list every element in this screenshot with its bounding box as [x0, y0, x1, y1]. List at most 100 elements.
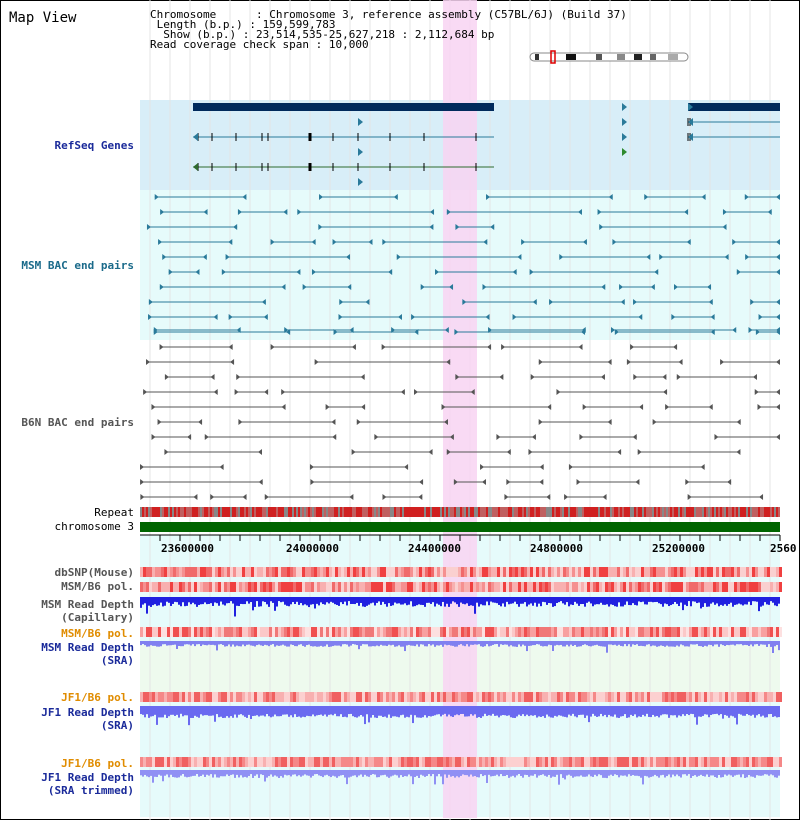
polymorphism-cell [626, 757, 629, 767]
read-depth-bar [206, 706, 208, 716]
read-depth-bar [716, 770, 718, 778]
read-depth-bar [414, 706, 416, 716]
polymorphism-cell [740, 757, 743, 767]
read-depth-bar [462, 597, 464, 604]
polymorphism-cell [443, 582, 446, 592]
repeat-segment [196, 507, 198, 517]
read-depth-bar [230, 770, 232, 775]
bac-end-marker [678, 359, 683, 365]
read-depth-bar [192, 706, 194, 718]
polymorphism-cell [689, 582, 692, 592]
polymorphism-cell [737, 627, 740, 637]
bac-end-marker [633, 374, 638, 380]
polymorphism-cell [467, 627, 470, 637]
polymorphism-cell [431, 567, 434, 577]
read-depth-bar [748, 597, 750, 602]
polymorphism-cell [335, 567, 338, 577]
polymorphism-cell [275, 692, 278, 702]
track-label-refseq-genes[interactable]: RefSeq Genes [54, 139, 134, 152]
read-depth-bar [330, 770, 332, 778]
read-depth-bar [254, 597, 256, 607]
read-depth-bar [244, 706, 246, 717]
polymorphism-cell [680, 627, 683, 637]
polymorphism-cell [581, 692, 584, 702]
polymorphism-cell [416, 567, 419, 577]
polymorphism-cell [413, 627, 416, 637]
polymorphism-cell [362, 567, 365, 577]
read-depth-bar [274, 597, 276, 611]
polymorphism-cell [539, 567, 542, 577]
read-depth-bar [204, 641, 206, 646]
polymorphism-cell [260, 627, 263, 637]
read-depth-bar [516, 641, 518, 647]
read-depth-bar [270, 641, 272, 645]
read-depth-bar [248, 597, 250, 604]
read-depth-bar [758, 641, 760, 646]
bac-end-marker [446, 359, 451, 365]
repeat-segment [738, 507, 740, 517]
polymorphism-cell [158, 582, 161, 592]
track-label-b6n-bac[interactable]: B6N BAC end pairs [21, 416, 134, 429]
polymorphism-cell [728, 627, 731, 637]
read-depth-bar [190, 770, 192, 777]
track-label-msm-bac[interactable]: MSM BAC end pairs [21, 259, 134, 272]
polymorphism-cell [578, 757, 581, 767]
polymorphism-cell [290, 757, 293, 767]
read-depth-bar [202, 641, 204, 645]
bac-end-marker [339, 299, 344, 305]
read-depth-bar [458, 770, 460, 778]
polymorphism-cell [488, 582, 491, 592]
read-depth-bar [478, 597, 480, 607]
read-depth-bar [334, 641, 336, 646]
polymorphism-cell [263, 757, 266, 767]
read-depth-bar [754, 641, 756, 645]
polymorphism-cell [443, 692, 446, 702]
polymorphism-cell [521, 757, 524, 767]
polymorphism-cell [542, 582, 545, 592]
read-depth-bar [554, 706, 556, 716]
read-depth-bar [152, 770, 154, 783]
polymorphism-cell [467, 757, 470, 767]
bac-end-marker [242, 194, 247, 200]
bac-end-marker [349, 494, 354, 500]
polymorphism-cell [638, 567, 641, 577]
read-depth-bar [660, 770, 662, 776]
polymorphism-cell [197, 627, 200, 637]
polymorphism-cell [140, 757, 143, 767]
repeat-segment [770, 507, 772, 517]
read-depth-bar [424, 641, 426, 647]
read-depth-bar [192, 641, 194, 645]
bac-end-marker [724, 254, 729, 260]
read-depth-bar [722, 597, 724, 606]
polymorphism-cell [284, 692, 287, 702]
read-depth-bar [236, 706, 238, 718]
polymorphism-cell [725, 692, 728, 702]
repeat-segment [766, 507, 768, 517]
polymorphism-cell [191, 582, 194, 592]
read-depth-bar [362, 770, 364, 777]
polymorphism-cell [251, 582, 254, 592]
polymorphism-cell [461, 582, 464, 592]
read-depth-bar [170, 597, 172, 606]
repeat-segment [512, 507, 514, 517]
bac-end-marker [546, 494, 551, 500]
read-depth-bar [570, 641, 572, 645]
repeat-segment [140, 507, 142, 517]
read-depth-bar [264, 597, 266, 602]
polymorphism-cell [170, 757, 173, 767]
polymorphism-cell [146, 567, 149, 577]
repeat-segment [220, 507, 222, 517]
read-depth-bar [238, 641, 240, 647]
polymorphism-cell [623, 582, 626, 592]
read-depth-bar [648, 706, 650, 717]
polymorphism-cell [485, 692, 488, 702]
gene-small-arrow [358, 148, 363, 156]
read-depth-bar [302, 706, 304, 717]
bac-end-marker [411, 314, 416, 320]
read-depth-bar [640, 770, 642, 778]
repeat-segment [630, 507, 632, 517]
read-depth-bar [358, 597, 360, 606]
read-depth-bar [380, 706, 382, 716]
polymorphism-cell [215, 692, 218, 702]
